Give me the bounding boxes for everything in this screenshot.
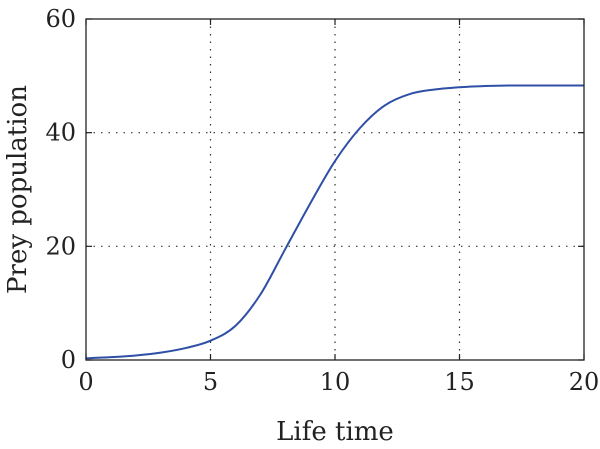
y-tick-label: 0	[61, 346, 76, 374]
plot-frame	[85, 18, 585, 361]
prey-population-line	[85, 84, 584, 360]
x-tick-label: 10	[320, 368, 351, 396]
x-tick-label: 15	[444, 368, 475, 396]
x-tick-label: 20	[569, 368, 600, 396]
axis-ticks	[85, 18, 585, 361]
y-tick-label: 40	[45, 119, 76, 147]
x-axis-label: Life time	[276, 417, 394, 447]
tick-labels: 0 5 10 15 20 0 20 40 60	[45, 5, 599, 396]
grid-lines	[86, 19, 584, 360]
y-tick-label: 60	[45, 5, 76, 33]
y-tick-label: 20	[45, 232, 76, 260]
x-tick-label: 5	[203, 368, 218, 396]
x-tick-label: 0	[78, 368, 93, 396]
y-axis-label: Prey population	[3, 85, 33, 294]
